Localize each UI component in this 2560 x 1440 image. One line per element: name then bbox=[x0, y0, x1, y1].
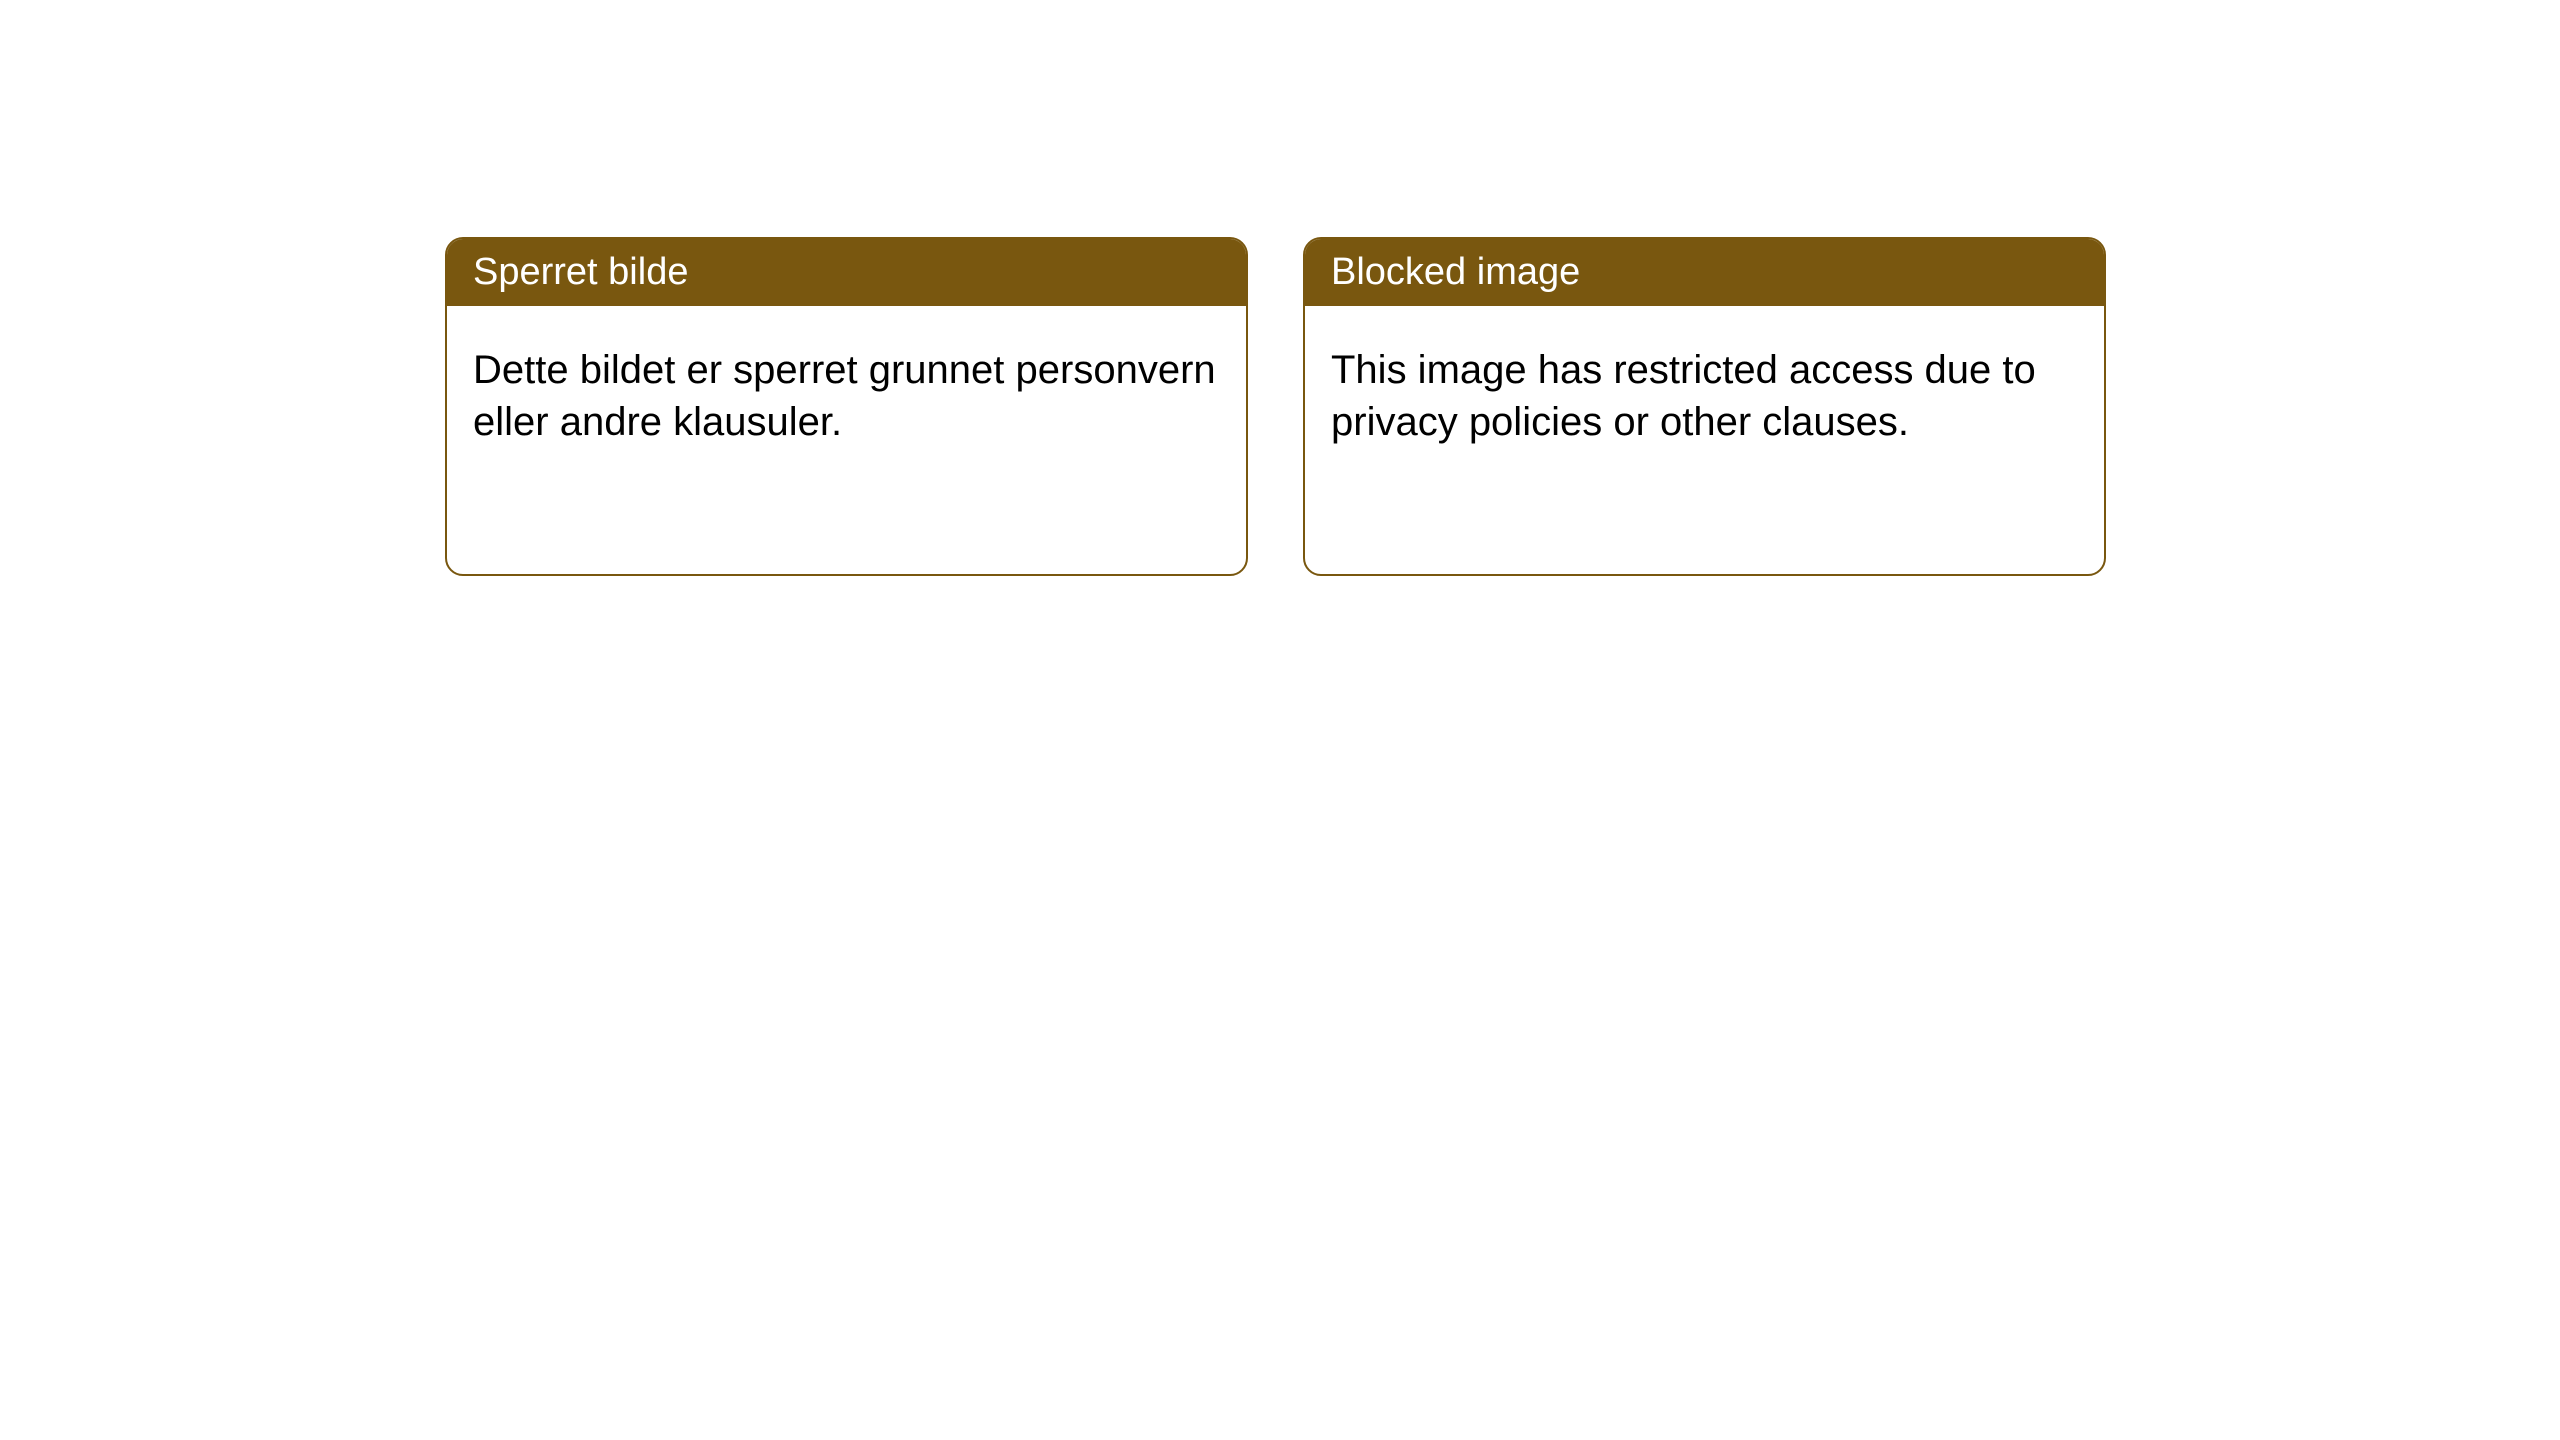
notice-card-norwegian: Sperret bilde Dette bildet er sperret gr… bbox=[445, 237, 1248, 576]
notice-body: This image has restricted access due to … bbox=[1305, 306, 2104, 574]
notice-body: Dette bildet er sperret grunnet personve… bbox=[447, 306, 1246, 574]
notice-container: Sperret bilde Dette bildet er sperret gr… bbox=[0, 0, 2560, 576]
notice-card-english: Blocked image This image has restricted … bbox=[1303, 237, 2106, 576]
notice-header: Blocked image bbox=[1305, 239, 2104, 306]
notice-header: Sperret bilde bbox=[447, 239, 1246, 306]
